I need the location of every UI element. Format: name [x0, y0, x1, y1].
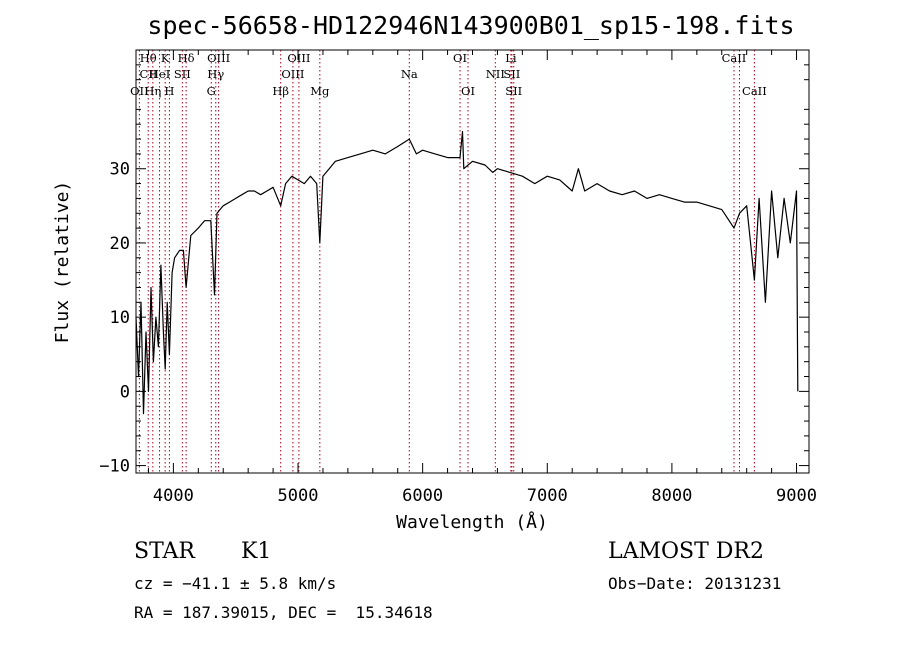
survey-name: LAMOST DR2	[608, 539, 764, 564]
spectral-line-label: Hθ	[140, 51, 157, 65]
x-tick-label: 6000	[402, 486, 443, 506]
object-subclass: K1	[241, 539, 272, 564]
spectral-line-label: Na	[401, 67, 418, 81]
y-tick-label: 20	[110, 234, 130, 254]
spectral-line-label: OI	[461, 84, 475, 98]
spectrum-series	[135, 131, 799, 415]
x-axis-label: Wavelength (Å)	[396, 511, 548, 533]
spectral-line-label: SII	[503, 67, 520, 81]
y-tick-label: 30	[110, 160, 130, 180]
object-class: STAR	[134, 539, 195, 564]
spectral-line-label: Hδ	[178, 51, 195, 65]
x-tick-label: 4000	[153, 486, 194, 506]
spectral-line-label: OIII	[207, 51, 230, 65]
spectral-line-label: Hβ	[272, 84, 289, 98]
spectral-line-label: CaII	[742, 84, 767, 98]
spectral-line-label: SII	[505, 84, 522, 98]
chart-title: spec-56658-HD122946N143900B01_sp15-198.f…	[147, 11, 794, 40]
x-tick-label: 7000	[527, 486, 568, 506]
y-tick-label: 10	[110, 308, 130, 328]
x-tick-label: 8000	[651, 486, 692, 506]
spectral-line-label: SII	[174, 67, 191, 81]
spectral-line-label: Hη	[144, 84, 161, 98]
spectral-line-label: CaII	[722, 51, 747, 65]
spectral-line-label: NII	[486, 67, 505, 81]
x-tick-label: 9000	[776, 486, 817, 506]
spectral-line-label: CII	[140, 67, 158, 81]
spectral-line-label: OIII	[281, 67, 304, 81]
y-axis-ticks: −10 0 10 20 30	[99, 64, 809, 477]
sky-coordinates: RA = 187.39015, DEC = 15.34618	[134, 603, 433, 622]
spectral-line-label: H	[164, 84, 174, 98]
x-axis-ticks: 4000 5000 6000 7000 8000 9000	[147, 50, 817, 506]
redshift-velocity: cz = −41.1 ± 5.8 km/s	[134, 574, 337, 593]
spectral-line-label: Hγ	[207, 67, 224, 81]
plot-frame	[135, 49, 810, 474]
y-tick-label: 0	[120, 382, 130, 402]
x-tick-label: 5000	[278, 486, 319, 506]
spectral-line-label: OII	[130, 84, 149, 98]
spectral-line-markers	[138, 50, 755, 473]
spectral-line-label: OI	[453, 51, 467, 65]
spectral-line-label: Mg	[310, 84, 330, 98]
spectral-line-label: Li	[505, 51, 517, 65]
spectral-line-label: OIII	[287, 51, 310, 65]
spectral-line-label: HeI	[149, 67, 170, 81]
spectral-line-label: K	[161, 51, 170, 65]
y-tick-label: −10	[99, 457, 130, 477]
spectral-line-label: G	[207, 84, 216, 98]
observation-date: Obs−Date: 20131231	[608, 574, 782, 593]
y-axis-label: Flux (relative)	[52, 181, 73, 344]
